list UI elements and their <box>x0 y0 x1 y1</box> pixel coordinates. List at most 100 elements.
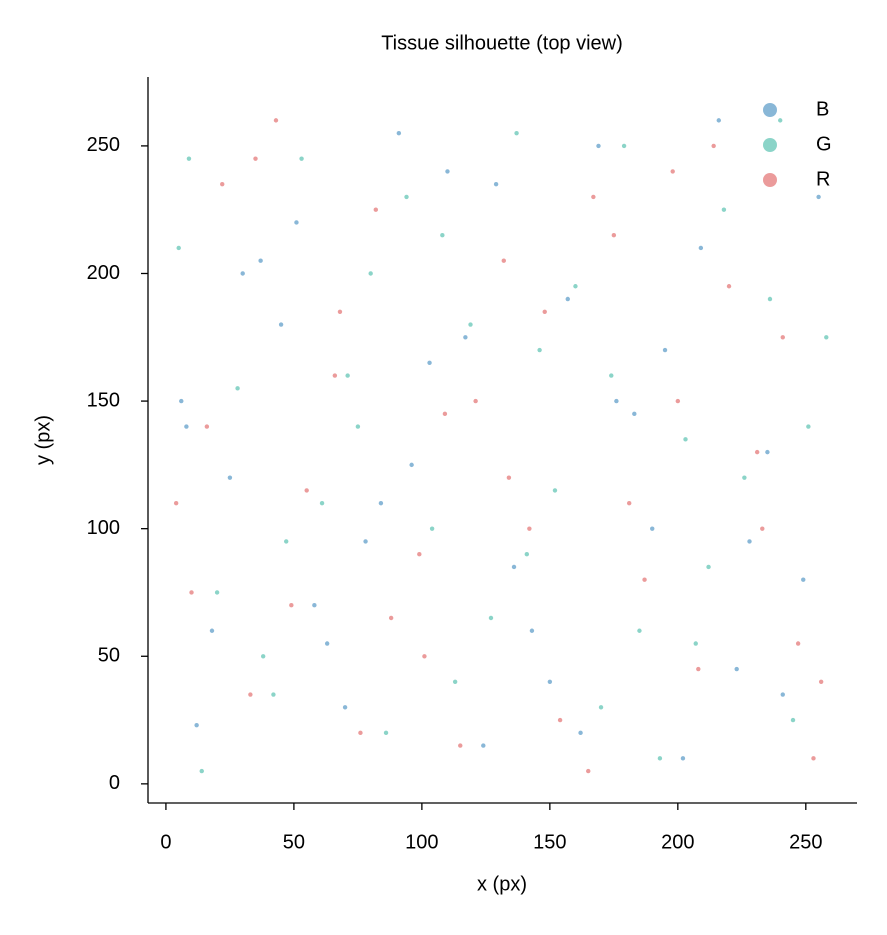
legend-marker <box>763 103 777 117</box>
point <box>501 258 506 263</box>
point <box>417 551 422 557</box>
point <box>680 756 686 761</box>
x-tick-label: 150 <box>533 831 566 853</box>
point <box>209 628 215 633</box>
point <box>324 641 330 646</box>
point <box>696 666 701 672</box>
point <box>596 143 601 149</box>
point <box>598 705 604 710</box>
point <box>204 424 210 429</box>
y-tick-label: 0 <box>109 772 120 794</box>
point <box>176 245 181 251</box>
point <box>214 590 220 595</box>
point <box>184 424 189 429</box>
point <box>368 271 373 276</box>
x-tick-label: 250 <box>789 831 822 853</box>
point <box>429 526 435 531</box>
point <box>481 743 486 748</box>
point <box>299 156 304 161</box>
point <box>765 449 770 455</box>
point <box>716 118 721 123</box>
point <box>240 271 245 276</box>
point <box>706 564 711 570</box>
point <box>493 181 499 187</box>
point <box>552 488 558 493</box>
point <box>440 233 445 238</box>
x-tick-label: 50 <box>283 831 305 853</box>
point <box>637 628 642 633</box>
point <box>614 398 619 404</box>
point <box>565 296 570 302</box>
point <box>591 194 596 200</box>
point <box>514 130 519 136</box>
point <box>642 577 647 582</box>
point <box>767 296 773 302</box>
point <box>342 705 348 710</box>
point <box>816 194 821 200</box>
point <box>795 641 801 646</box>
point <box>742 475 747 480</box>
point <box>537 347 542 353</box>
point <box>468 322 473 327</box>
point <box>824 335 829 340</box>
point <box>778 118 783 123</box>
point <box>529 628 535 633</box>
y-axis-label: y (px) <box>32 415 54 465</box>
x-tick-label: 0 <box>160 831 171 853</box>
point <box>711 143 716 149</box>
y-tick-label: 100 <box>87 517 120 539</box>
point <box>458 743 463 748</box>
legend-marker <box>763 138 777 152</box>
y-tick-label: 250 <box>87 134 120 156</box>
y-tick-label: 50 <box>98 645 120 667</box>
point <box>409 462 414 468</box>
point <box>463 335 468 340</box>
point <box>388 615 394 621</box>
point <box>698 245 704 251</box>
point <box>662 347 668 353</box>
point <box>248 692 253 697</box>
legend-marker <box>763 173 777 187</box>
x-tick-label: 200 <box>661 831 694 853</box>
point <box>780 692 785 697</box>
point <box>473 398 478 404</box>
point <box>427 360 432 366</box>
point <box>332 373 338 378</box>
point <box>404 194 409 200</box>
point <box>747 539 752 544</box>
point <box>378 500 384 506</box>
y-tick-label: 200 <box>87 262 120 284</box>
point <box>657 756 663 761</box>
legend-label: R <box>816 168 830 190</box>
point <box>683 437 688 442</box>
point <box>173 500 179 506</box>
point <box>284 539 289 544</box>
y-tick-label: 150 <box>87 389 120 411</box>
point <box>422 654 427 659</box>
point <box>452 679 458 684</box>
point <box>578 730 583 736</box>
point <box>542 309 547 314</box>
point <box>260 654 266 659</box>
point <box>220 181 225 187</box>
point <box>721 207 727 212</box>
point <box>734 666 739 672</box>
point <box>811 756 816 761</box>
point <box>611 233 617 238</box>
point <box>626 500 632 506</box>
point <box>806 424 811 429</box>
point <box>754 449 760 455</box>
point <box>488 615 494 621</box>
legend-label: B <box>816 98 829 120</box>
point <box>179 398 184 404</box>
point <box>319 500 325 506</box>
point <box>235 386 240 391</box>
point <box>194 722 199 728</box>
point <box>650 526 655 531</box>
point <box>383 730 389 736</box>
point <box>396 130 402 136</box>
point <box>609 373 614 378</box>
point <box>273 118 279 123</box>
point <box>670 169 675 174</box>
point <box>790 717 796 723</box>
